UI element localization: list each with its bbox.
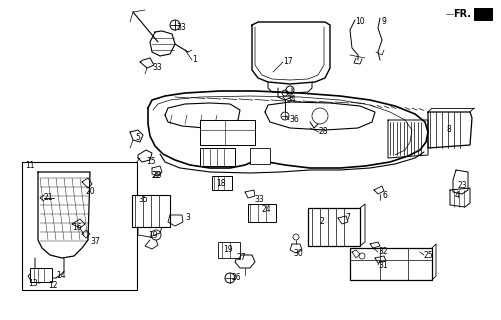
Bar — [30, 268, 52, 282]
Text: 6: 6 — [383, 191, 388, 201]
Text: 19: 19 — [148, 230, 158, 239]
Text: 7: 7 — [345, 213, 350, 222]
Bar — [350, 248, 432, 280]
Text: 5: 5 — [135, 133, 140, 142]
Bar — [212, 176, 232, 190]
Text: 14: 14 — [56, 270, 66, 279]
Text: 33: 33 — [176, 23, 186, 33]
Text: 22: 22 — [152, 171, 161, 180]
Text: 19: 19 — [223, 245, 232, 254]
Text: 32: 32 — [378, 247, 388, 257]
Text: 36: 36 — [289, 116, 299, 124]
Text: 29: 29 — [153, 171, 163, 180]
Bar — [200, 148, 235, 166]
Text: 15: 15 — [146, 157, 156, 166]
Text: 26: 26 — [232, 274, 241, 283]
Text: 3: 3 — [185, 213, 190, 222]
Text: FR.: FR. — [453, 9, 471, 19]
Bar — [200, 120, 255, 145]
Text: 17: 17 — [283, 58, 293, 67]
Text: 16: 16 — [72, 223, 82, 233]
Text: 20: 20 — [86, 188, 96, 196]
Text: 1: 1 — [192, 55, 197, 65]
Text: 12: 12 — [48, 281, 58, 290]
Text: 10: 10 — [355, 18, 365, 27]
Text: 34: 34 — [286, 95, 296, 105]
Text: 25: 25 — [424, 251, 434, 260]
Bar — [248, 204, 276, 222]
Text: 27: 27 — [237, 253, 246, 262]
Bar — [474, 8, 492, 20]
Text: 9: 9 — [382, 18, 387, 27]
Text: 8: 8 — [447, 125, 452, 134]
Text: 31: 31 — [378, 260, 388, 269]
Text: 21: 21 — [44, 194, 54, 203]
Bar — [132, 195, 170, 227]
Text: 18: 18 — [216, 179, 225, 188]
Text: 30: 30 — [293, 249, 303, 258]
Text: 28: 28 — [319, 127, 329, 137]
Text: 37: 37 — [90, 237, 100, 246]
Text: 33: 33 — [254, 196, 264, 204]
Text: 13: 13 — [28, 278, 38, 287]
Bar — [218, 242, 240, 258]
Text: 2: 2 — [320, 218, 325, 227]
Bar — [250, 148, 270, 164]
Text: 33: 33 — [152, 63, 162, 73]
Bar — [308, 208, 360, 246]
Text: 35: 35 — [138, 196, 148, 204]
Text: 11: 11 — [25, 161, 35, 170]
Text: 4: 4 — [455, 190, 460, 199]
Text: 23: 23 — [458, 180, 467, 189]
Text: 24: 24 — [262, 205, 272, 214]
Bar — [22, 162, 137, 290]
